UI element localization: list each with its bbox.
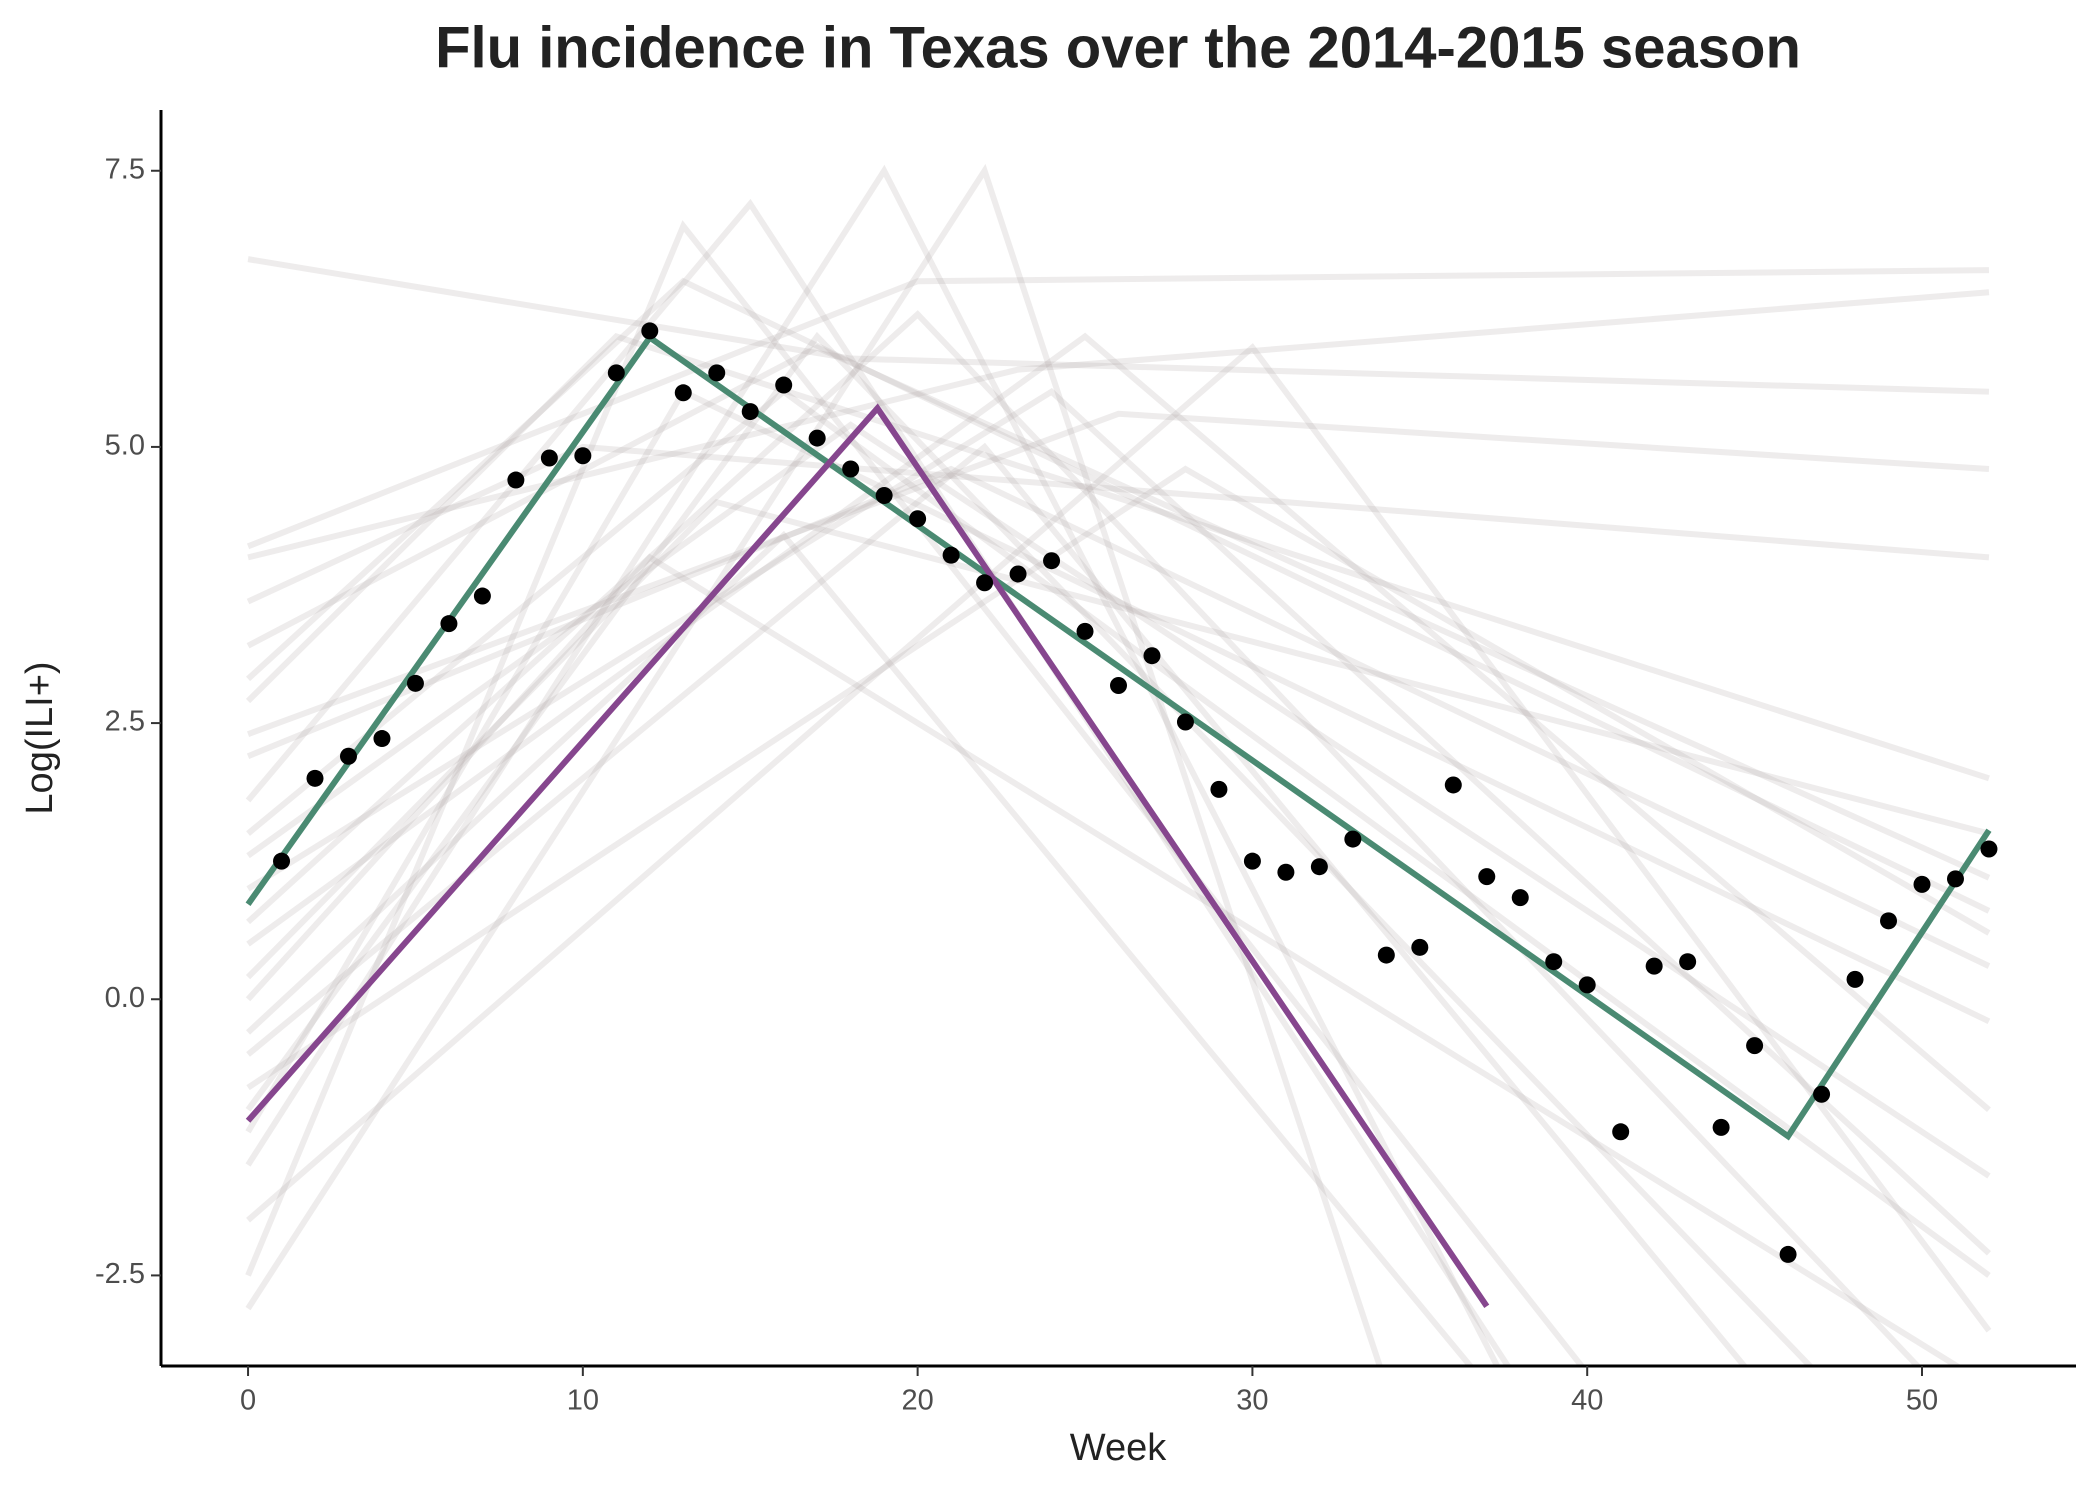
x-tick-label: 0 [240,1385,256,1417]
data-point [406,674,424,692]
chart-title: Flu incidence in Texas over the 2014-201… [435,15,1801,80]
sample-line [246,310,1922,1366]
data-point [808,429,826,447]
data-point [1110,677,1127,695]
x-tick-label: 40 [1571,1385,1603,1417]
data-point [540,449,558,467]
data-point [976,574,994,592]
sample-line [247,289,1990,561]
sample-line [247,256,1990,395]
sample-line [245,331,1815,1366]
data-point [842,460,860,478]
y-tick-label: 0.0 [105,982,145,1014]
sample-line [246,344,1991,881]
data-point [440,615,458,633]
data-point [1712,1118,1730,1136]
data-point [1813,1085,1831,1103]
data-point [1444,776,1462,794]
data-point [1779,1245,1797,1263]
y-tick-label: -2.5 [95,1258,145,1290]
sample-line [246,267,1989,550]
plot-area [245,163,1998,1366]
data-point [1411,938,1429,956]
sample-line [246,387,1991,1256]
data-point [1009,565,1027,583]
x-tick-label: 10 [567,1385,599,1417]
x-tick-label: 30 [1236,1385,1268,1417]
sample-line [246,277,1991,914]
data-point [1176,713,1194,731]
sample-line [246,465,1991,969]
data-point [1277,863,1295,881]
data-point [875,487,893,505]
sample-line [246,421,1991,1179]
sample-line [246,343,1992,1333]
sample-line [246,332,1991,1112]
data-point [708,364,726,382]
sample-line [246,442,1749,1366]
sample-line [245,198,1512,1366]
data-point [273,852,291,870]
data-point [1913,875,1931,893]
data-point [1478,868,1496,886]
y-tick-label: 7.5 [105,153,145,185]
sample-line [246,465,1991,1091]
data-point [473,587,491,605]
data-point [1210,780,1228,798]
data-point [775,376,793,394]
data-point [1645,957,1663,975]
data-point [306,769,324,787]
x-axis-title: Week [1070,1427,1167,1469]
data-point [1043,552,1061,570]
data-point [339,747,357,765]
sample-line [245,553,1963,1366]
data-point [1946,870,1964,888]
x-tick-label: 20 [901,1385,933,1417]
fit-line [245,403,1490,1309]
data-point [574,447,592,465]
sample-line [245,164,1501,1366]
y-tick-label: 5.0 [105,430,145,462]
sample-line [247,410,1990,737]
data-point [507,471,525,489]
data-point [1243,852,1261,870]
sample-line [246,443,1990,605]
data-point [1143,647,1161,665]
data-point [1344,830,1362,848]
x-tick-label: 50 [1906,1385,1938,1417]
sample-line [245,498,1990,980]
data-point [1310,858,1328,876]
data-point [1612,1123,1630,1141]
data-point [741,403,759,421]
data-point [1980,840,1998,858]
data-point [373,730,391,748]
data-point [1076,622,1094,640]
data-point [1578,976,1596,994]
data-point [1746,1037,1764,1055]
data-point [1545,953,1563,971]
sample-line [245,333,1990,782]
data-point [1377,946,1395,964]
data-point [641,322,659,340]
data-point [1880,912,1898,930]
sample-line [245,163,1383,1366]
data-point [674,384,692,402]
y-tick-label: 2.5 [105,706,145,738]
data-point [1846,970,1864,988]
data-point [942,546,960,564]
y-axis-title: Log(ILI+) [19,661,61,814]
data-point [1511,889,1529,907]
data-point [1679,953,1697,971]
data-point [607,364,625,382]
sample-line [246,530,1475,1366]
sample-line [245,220,1586,1366]
data-point [909,510,927,528]
